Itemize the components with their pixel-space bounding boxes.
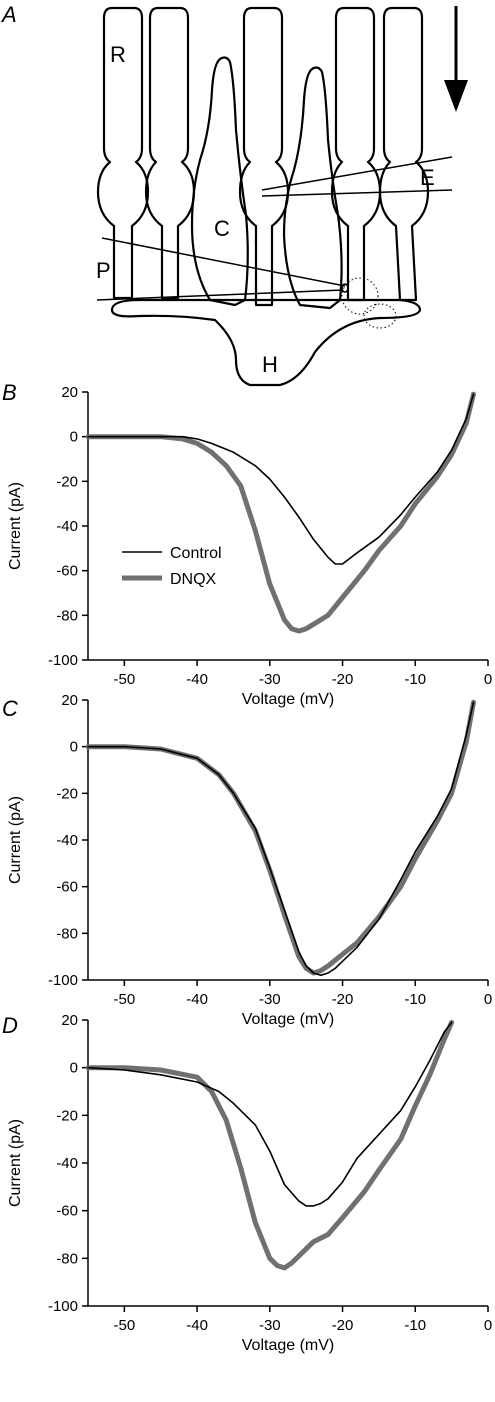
y-axis-label: Current (pA) bbox=[7, 1119, 24, 1207]
x-tick-label: -40 bbox=[186, 671, 208, 688]
y-tick-label: -60 bbox=[56, 879, 78, 896]
label-horizontal: H bbox=[262, 352, 278, 377]
pipette-line-2 bbox=[96, 289, 344, 301]
y-tick-label: -20 bbox=[56, 1107, 78, 1124]
y-tick-label: -60 bbox=[56, 563, 78, 580]
y-tick-label: 20 bbox=[61, 1012, 78, 1029]
y-tick-label: 20 bbox=[61, 692, 78, 709]
x-tick-label: -40 bbox=[186, 1317, 208, 1334]
x-tick-label: -20 bbox=[332, 671, 354, 688]
schematic-panel-a: A R C E P H bbox=[0, 2, 468, 387]
x-tick-label: -50 bbox=[114, 1317, 136, 1334]
y-tick-label: 20 bbox=[61, 384, 78, 401]
y-tick-label: -20 bbox=[56, 473, 78, 490]
x-tick-label: -10 bbox=[404, 991, 426, 1008]
y-axis-label: Current (pA) bbox=[7, 796, 24, 884]
panel-label: C bbox=[2, 696, 18, 721]
x-axis-label: Voltage (mV) bbox=[242, 691, 334, 708]
series-line-dnqx bbox=[85, 1019, 455, 1271]
x-tick-label: 0 bbox=[484, 991, 492, 1008]
panel-label-a: A bbox=[0, 2, 17, 27]
y-tick-label: -100 bbox=[48, 972, 78, 989]
synapse-dotted-region bbox=[341, 277, 379, 315]
y-tick-label: -20 bbox=[56, 785, 78, 802]
x-tick-label: 0 bbox=[484, 1317, 492, 1334]
x-axis-label: Voltage (mV) bbox=[242, 1011, 334, 1028]
series-line-control bbox=[87, 1021, 453, 1207]
panel-label: B bbox=[2, 380, 17, 405]
x-tick-label: -30 bbox=[259, 991, 281, 1008]
y-tick-label: -80 bbox=[56, 607, 78, 624]
y-tick-label: -80 bbox=[56, 1250, 78, 1267]
cone-cell-2 bbox=[282, 66, 343, 310]
pipette-tip bbox=[341, 283, 349, 293]
series-line-control bbox=[87, 701, 475, 977]
direction-arrow-head bbox=[444, 80, 468, 112]
y-axis-label: Current (pA) bbox=[7, 482, 24, 570]
x-tick-label: -40 bbox=[186, 991, 208, 1008]
x-tick-label: -10 bbox=[404, 1317, 426, 1334]
cone-cell-1 bbox=[190, 56, 249, 307]
y-tick-label: 0 bbox=[70, 429, 78, 446]
series-line-dnqx bbox=[85, 699, 476, 976]
x-tick-label: -20 bbox=[332, 1317, 354, 1334]
legend-label-control: Control bbox=[170, 545, 222, 562]
x-tick-label: -30 bbox=[259, 671, 281, 688]
rod-cell-3 bbox=[238, 6, 290, 307]
legend-label-dnqx: DNQX bbox=[170, 571, 217, 588]
x-tick-label: -10 bbox=[404, 671, 426, 688]
y-tick-label: 0 bbox=[70, 739, 78, 756]
rod-cell-5 bbox=[378, 6, 430, 302]
x-tick-label: -50 bbox=[114, 991, 136, 1008]
y-tick-label: -40 bbox=[56, 832, 78, 849]
y-tick-label: -60 bbox=[56, 1203, 78, 1220]
x-tick-label: 0 bbox=[484, 671, 492, 688]
electrode-line-1 bbox=[261, 156, 453, 191]
pipette-line-1 bbox=[101, 237, 346, 287]
y-tick-label: 0 bbox=[70, 1060, 78, 1077]
label-electrode: E bbox=[420, 165, 435, 190]
legend: Control DNQX bbox=[122, 545, 222, 588]
label-cone: C bbox=[214, 216, 230, 241]
x-tick-label: -20 bbox=[332, 991, 354, 1008]
chart-panel-c: C 200-20-40-60-80-100-50 -40 -30 -20 -10 0Volt… bbox=[2, 692, 492, 1028]
series-line-control bbox=[87, 393, 475, 565]
chart-panel-d: D 200-20-40-60-80-100-50 -40 -30 -20 -10 0Volt… bbox=[2, 1012, 492, 1354]
y-tick-label: -40 bbox=[56, 518, 78, 535]
electrode-line-2 bbox=[261, 189, 453, 197]
rod-cell-4 bbox=[330, 6, 382, 302]
label-pipette: P bbox=[96, 258, 111, 283]
y-tick-label: -100 bbox=[48, 1298, 78, 1315]
chart-panel-b: B 200-20-40-60-80-100-50 -40 -30 -20 -10 0Volt… bbox=[2, 380, 492, 708]
x-tick-label: -30 bbox=[259, 1317, 281, 1334]
label-rod: R bbox=[110, 42, 126, 67]
rod-cell-2 bbox=[144, 6, 196, 300]
horizontal-cell bbox=[110, 298, 422, 387]
synapse-dotted-region-2 bbox=[363, 303, 397, 329]
x-axis-label: Voltage (mV) bbox=[242, 1337, 334, 1354]
x-tick-label: -50 bbox=[114, 671, 136, 688]
series-line-dnqx bbox=[85, 391, 476, 634]
y-tick-label: -80 bbox=[56, 925, 78, 942]
panel-label: D bbox=[2, 1013, 18, 1038]
y-tick-label: -40 bbox=[56, 1155, 78, 1172]
y-tick-label: -100 bbox=[48, 652, 78, 669]
iv-charts: B 200-20-40-60-80-100-50 -40 -30 -20 -10 0Volt… bbox=[2, 380, 492, 1354]
